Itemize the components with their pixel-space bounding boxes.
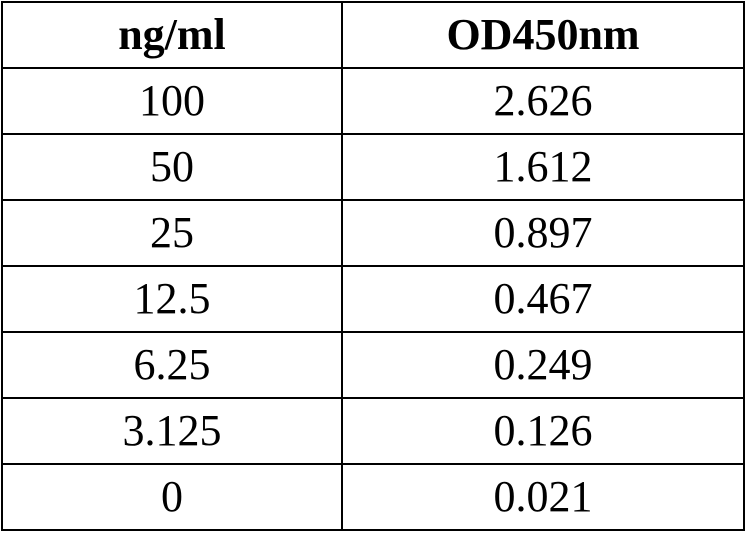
table-cell: 25: [1, 199, 343, 267]
table-cell: 0.021: [341, 463, 745, 531]
table-cell: 50: [1, 133, 343, 201]
header-cell: OD450nm: [341, 1, 745, 69]
table-cell: 3.125: [1, 397, 343, 465]
table-row: 0 0.021: [1, 463, 745, 531]
header-cell: ng/ml: [1, 1, 343, 69]
table-row: 12.5 0.467: [1, 265, 745, 333]
data-table: ng/ml OD450nm 100 2.626 50 1.612 25 0.897 12.5…: [1, 1, 745, 531]
table-body: 100 2.626 50 1.612 25 0.897 12.5 0.467 6.25 0.249…: [1, 67, 745, 531]
table-row: 100 2.626: [1, 67, 745, 135]
table-cell: 100: [1, 67, 343, 135]
table-cell: 6.25: [1, 331, 343, 399]
table-row: 50 1.612: [1, 133, 745, 201]
header-row: ng/ml OD450nm: [1, 1, 745, 69]
table-cell: 0: [1, 463, 343, 531]
table-cell: 1.612: [341, 133, 745, 201]
table-head: ng/ml OD450nm: [1, 1, 745, 69]
table-cell: 0.249: [341, 331, 745, 399]
table-cell: 0.467: [341, 265, 745, 333]
table-cell: 0.126: [341, 397, 745, 465]
table-row: 25 0.897: [1, 199, 745, 267]
table-cell: 12.5: [1, 265, 343, 333]
table-row: 3.125 0.126: [1, 397, 745, 465]
table-cell: 0.897: [341, 199, 745, 267]
table-row: 6.25 0.249: [1, 331, 745, 399]
table-cell: 2.626: [341, 67, 745, 135]
